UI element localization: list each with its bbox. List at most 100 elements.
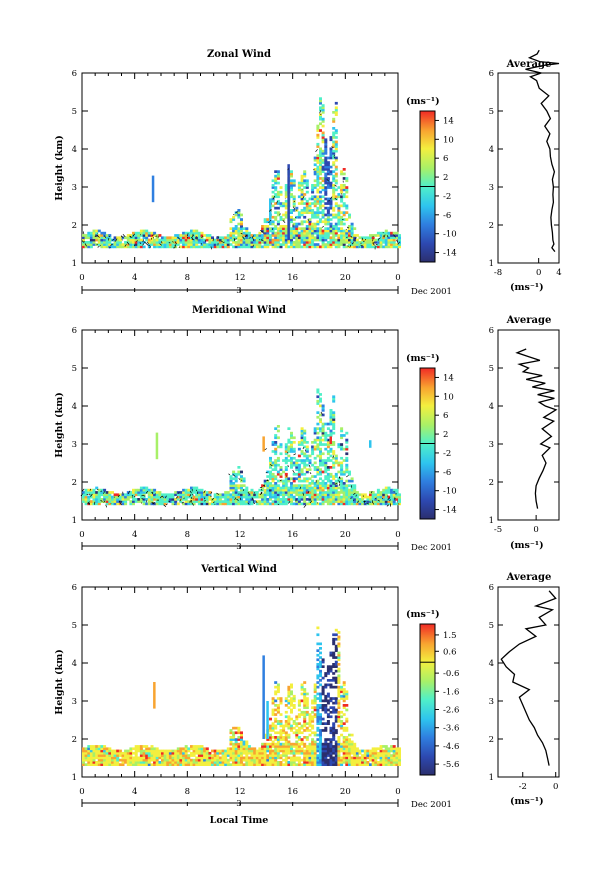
field-cell (118, 749, 122, 753)
field-cell (329, 422, 333, 426)
field-cell (105, 245, 109, 249)
field-cell (126, 234, 130, 237)
field-cell (237, 749, 241, 753)
field-cell (226, 243, 230, 246)
field-cell (382, 495, 386, 499)
field-cell (290, 502, 293, 506)
field-cell (187, 488, 191, 492)
field-cell (292, 498, 296, 501)
field-cell (300, 431, 304, 435)
field-cell (366, 500, 370, 503)
field-cell (324, 231, 328, 235)
field-cell (305, 706, 309, 709)
field-cell (139, 493, 143, 497)
field-cell (348, 756, 351, 760)
field-cell (340, 495, 344, 499)
field-cell (208, 756, 212, 760)
field-cell (211, 756, 214, 760)
field-cell (382, 749, 386, 753)
field-cell (279, 218, 283, 221)
field-cell (200, 763, 204, 766)
field-cell (332, 456, 336, 460)
field-cell (297, 495, 301, 499)
field-cell (345, 726, 349, 730)
field-cell (334, 731, 338, 735)
field-cell (376, 243, 380, 246)
field-cell (274, 186, 278, 189)
field-cell (276, 756, 280, 760)
field-cell (340, 234, 344, 237)
field-cell (276, 747, 280, 751)
field-cell (303, 209, 307, 212)
field-cell (263, 736, 267, 739)
field-cell (290, 227, 293, 230)
field-cell (111, 754, 114, 757)
field-cell (332, 758, 336, 762)
field-cell (92, 488, 96, 492)
field-cell (319, 472, 322, 476)
field-cell (232, 763, 236, 766)
field-cell (84, 763, 88, 766)
field-cell (350, 236, 354, 240)
field-cell (261, 761, 265, 764)
field-cell (337, 742, 341, 746)
field-cell (153, 231, 157, 235)
field-cell (232, 241, 236, 244)
field-cell (319, 204, 322, 208)
field-cell (342, 459, 346, 462)
field-cell (284, 502, 288, 506)
field-cell (245, 756, 249, 760)
field-cell (145, 231, 149, 235)
field-cell (237, 470, 241, 474)
field-cell (326, 170, 330, 173)
field-cell (316, 220, 320, 224)
field-cell (137, 241, 141, 244)
y-tick-label: 6 (72, 583, 77, 593)
field-cell (337, 754, 341, 757)
field-cell (284, 206, 288, 210)
field-cell (324, 156, 328, 160)
field-cell (345, 729, 349, 732)
field-cell (305, 186, 309, 189)
field-cell (295, 491, 299, 494)
field-cell (200, 754, 204, 757)
field-cell (311, 749, 315, 753)
field-cell (358, 498, 362, 501)
field-cell (292, 486, 296, 490)
field-cell (297, 713, 301, 716)
field-cell (208, 243, 212, 246)
field-cell (226, 500, 230, 503)
colorbar-tick-label: 10 (443, 392, 454, 402)
field-cell (284, 740, 288, 744)
field-cell (353, 234, 357, 237)
field-cell (139, 745, 143, 748)
field-cell (134, 498, 138, 501)
field-cell (316, 211, 320, 214)
field-cell (245, 491, 249, 494)
field-cell (295, 472, 299, 476)
field-cell (348, 215, 351, 219)
field-cell (237, 745, 241, 748)
field-cell (340, 241, 344, 244)
field-cell (374, 751, 378, 755)
field-cell (319, 692, 322, 696)
field-cell (290, 220, 293, 224)
date-label-vertical: Dec 2001 (411, 800, 452, 810)
field-cell (340, 724, 344, 728)
field-cell (332, 491, 336, 494)
field-cell (384, 241, 388, 244)
field-cell (205, 747, 209, 751)
field-cell (258, 751, 262, 755)
field-cell (303, 720, 307, 723)
y-label-zonal: Height (km) (54, 135, 65, 201)
field-cell (316, 236, 320, 240)
field-cell (334, 710, 338, 714)
field-cell (108, 495, 112, 499)
field-cell (100, 745, 104, 748)
field-cell (340, 461, 344, 465)
y-tick-label: 5 (72, 364, 77, 374)
field-cell (269, 236, 272, 240)
field-cell (321, 158, 325, 162)
field-cell (321, 211, 325, 214)
field-cell (319, 197, 322, 201)
